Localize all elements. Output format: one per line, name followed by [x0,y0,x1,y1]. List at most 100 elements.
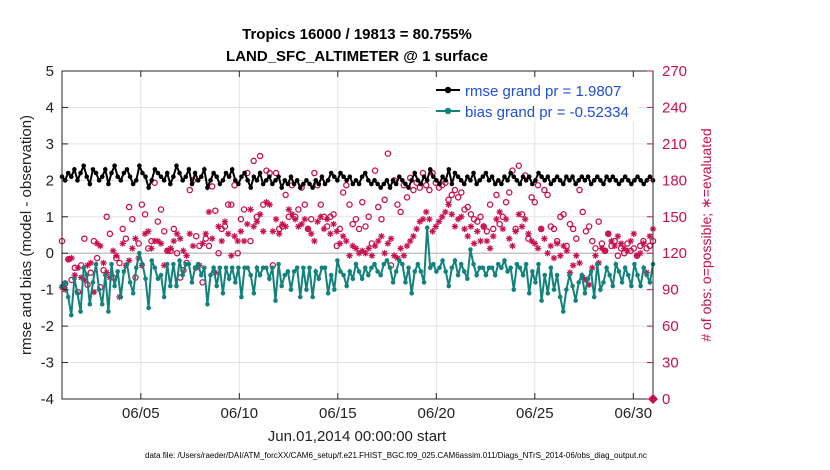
evaluated-obs-marker [218,237,225,245]
series-point [409,291,414,296]
series-point [446,167,452,172]
possible-obs-marker [490,225,497,233]
evaluated-obs-marker [234,237,241,245]
series-point [396,174,402,179]
series-point [560,309,566,314]
series-point [328,170,334,176]
series-point [254,178,260,183]
plot-area [62,71,653,399]
possible-obs-marker [541,186,548,194]
series-point [437,181,442,187]
series-point [288,287,294,292]
possible-obs-marker [458,189,465,196]
series-point [393,269,399,274]
evaluated-obs-marker [336,240,344,247]
series-point [232,280,238,285]
axis-ticks: -4 -3 -2 -1 0 1 2 3 4 5 0 30 60 90 120 150 180 210 240 270 0… [41,63,687,422]
possible-obs-marker [160,228,168,235]
y2-tick-label: 180 [662,172,687,189]
possible-obs-marker [349,220,356,228]
series-point [570,283,575,289]
series-point [443,178,448,183]
series-point [483,272,489,278]
possible-obs-marker [151,179,158,187]
possible-obs-marker [346,201,353,208]
series-point [588,269,594,274]
evaluated-obs-marker [314,218,321,225]
series-point [431,261,436,267]
series-point [400,261,405,267]
series-point [381,261,387,267]
series-point [180,272,185,278]
evaluated-obs-marker [499,225,507,233]
series-point [480,174,486,179]
series-point [415,261,421,267]
series-point [495,178,501,183]
possible-obs-marker [448,191,455,199]
evaluated-obs-marker [189,242,197,250]
series-point [137,250,142,256]
evaluated-obs-marker [496,208,503,216]
series-point [223,170,229,176]
series-point [625,178,631,183]
y-tick-label: -1 [41,282,54,299]
possible-obs-marker [467,211,475,218]
series-point [421,174,427,179]
possible-obs-marker [186,186,194,194]
series-point [267,276,272,282]
possible-obs-marker [365,213,372,221]
evaluated-obs-marker [515,211,523,218]
x-tick-label: 06/15 [319,405,357,422]
series-point [285,181,291,187]
series-point [341,272,346,278]
evaluated-obs-marker [605,230,612,237]
series-point [554,272,560,278]
series-point [118,178,124,183]
series-point [635,272,640,278]
series-point [560,181,566,187]
evaluated-obs-marker [592,252,599,259]
evaluated-obs-marker [253,218,261,225]
evaluated-obs-marker [617,240,625,247]
chart-title: Tropics 16000 / 19813 = 80.755% [242,26,472,43]
series-point [313,178,319,183]
series-point [443,269,448,274]
series-point [155,276,161,282]
series-point [619,280,625,285]
series-point [424,225,430,231]
possible-obs-marker [375,203,382,211]
series-point [164,170,170,176]
series-point [616,181,622,187]
series-point [613,178,619,183]
series-point [183,174,189,179]
evaluated-obs-marker [186,230,193,237]
evaluated-obs-marker [451,223,459,230]
series-point [635,174,640,179]
series-point [282,178,288,183]
possible-obs-marker [119,225,126,233]
series-point [613,261,619,267]
series-point [84,174,90,179]
evaluated-obs-marker [442,208,449,216]
series-point [167,181,173,187]
evaluated-obs-marker [317,213,324,220]
series-point [375,269,380,274]
possible-obs-marker [589,237,596,245]
series-point [489,174,495,179]
evaluated-obs-marker [97,242,104,250]
evaluated-obs-marker [74,264,82,271]
evaluated-obs-marker [132,235,139,242]
y2-tick-label: 30 [662,355,679,372]
series-point [189,280,195,285]
possible-obs-marker [531,198,539,206]
evaluated-obs-marker [438,213,446,220]
evaluated-obs-marker [311,237,318,245]
evaluated-obs-marker [458,213,465,220]
evaluated-obs-marker [244,220,251,228]
possible-obs-marker [371,167,379,174]
series-point [350,276,356,282]
series-point [465,276,470,282]
y-tick-label: -4 [41,391,54,408]
series-point [449,265,455,271]
